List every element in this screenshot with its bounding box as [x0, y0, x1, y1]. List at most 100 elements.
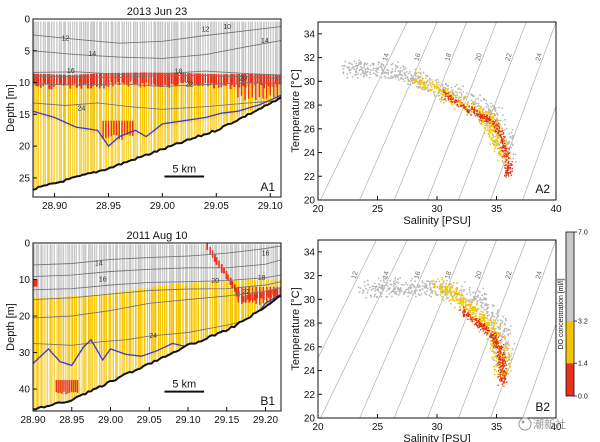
ts-point — [397, 74, 400, 76]
ts-point — [507, 328, 510, 331]
y-axis-label: Temperature [°C] — [290, 69, 302, 152]
ts-point — [497, 373, 500, 376]
ts-point — [352, 66, 355, 69]
ts-point — [501, 149, 503, 151]
ts-point — [476, 300, 479, 302]
ts-point — [353, 60, 356, 63]
ts-point — [383, 277, 386, 280]
ts-point — [473, 315, 475, 318]
ts-point — [403, 80, 406, 82]
isotherm-label: 14 — [88, 51, 96, 58]
ts-point — [434, 293, 437, 296]
ts-point — [431, 292, 434, 294]
ts-point — [485, 102, 488, 105]
ts-point — [503, 364, 506, 366]
ts-point — [460, 296, 462, 299]
ts-point — [444, 93, 447, 96]
ts-point — [413, 290, 416, 293]
ts-point — [357, 286, 360, 289]
ts-point — [514, 161, 517, 163]
ts-point — [508, 356, 510, 359]
ts-point — [503, 380, 506, 382]
ts-point — [500, 359, 502, 362]
ts-point — [506, 151, 509, 153]
ts-point — [485, 293, 488, 296]
x-tick-label: 29.05 — [204, 201, 229, 212]
ts-point — [433, 284, 436, 287]
isopycnal — [427, 22, 497, 200]
ts-point — [384, 277, 387, 280]
ts-point — [460, 289, 463, 291]
ts-point — [482, 329, 485, 331]
plot-background — [318, 240, 556, 418]
ts-point — [489, 347, 492, 350]
ts-point — [422, 77, 424, 80]
ts-point — [503, 142, 506, 145]
ts-point — [498, 354, 500, 357]
ts-point — [507, 173, 509, 175]
ts-point — [390, 63, 393, 66]
y-axis-label: Temperature [°C] — [290, 287, 302, 370]
ts-point — [412, 77, 415, 80]
ts-point — [366, 62, 369, 65]
ts-point — [467, 109, 470, 111]
ts-point — [485, 297, 487, 300]
ts-point — [461, 101, 463, 104]
ts-point — [460, 88, 462, 91]
ts-point — [403, 284, 405, 286]
ts-point — [382, 279, 385, 282]
ts-point — [478, 111, 481, 113]
ts-point — [435, 85, 437, 88]
seafloor-line — [33, 96, 281, 191]
ts-point — [367, 279, 369, 282]
ts-point — [510, 352, 513, 355]
ts-point — [425, 82, 428, 84]
ts-point — [500, 141, 502, 144]
ts-point — [488, 329, 491, 332]
ts-point — [365, 63, 368, 66]
ts-point — [489, 118, 492, 121]
ts-point — [386, 69, 388, 71]
ts-point — [499, 339, 502, 342]
ts-point — [429, 84, 432, 87]
isotherm — [33, 26, 281, 44]
ts-point — [506, 359, 509, 362]
ts-point — [375, 75, 378, 77]
panel-title: 2011 Aug 10 — [127, 230, 188, 242]
ts-point — [416, 77, 419, 80]
ts-point — [393, 284, 395, 287]
ts-point — [408, 286, 410, 289]
x-tick-label: 29.15 — [214, 415, 239, 426]
ts-point — [504, 129, 506, 131]
ts-point — [427, 90, 430, 93]
ts-point — [495, 142, 497, 145]
ts-point — [448, 283, 451, 286]
ts-point — [492, 122, 494, 125]
ts-point — [416, 85, 418, 88]
ts-point — [505, 143, 507, 146]
ts-point — [410, 286, 413, 289]
ts-point — [475, 319, 477, 321]
ts-point — [382, 70, 384, 73]
ts-point — [464, 281, 466, 283]
ts-point — [493, 365, 495, 368]
ts-point — [502, 372, 505, 374]
ts-point — [397, 79, 400, 81]
ts-point — [505, 149, 507, 152]
ts-point — [355, 71, 358, 74]
ts-point — [369, 286, 371, 289]
ts-point — [454, 90, 457, 93]
ts-point — [411, 290, 413, 293]
ts-point — [500, 351, 502, 354]
ts-point — [350, 63, 353, 65]
y-tick-label: 28 — [304, 101, 316, 112]
ts-point — [439, 294, 442, 296]
isopycnal-label: 20 — [475, 270, 484, 279]
ts-point — [425, 280, 428, 283]
y-tick-label: 34 — [304, 247, 316, 258]
ts-point — [509, 332, 512, 335]
ts-point — [454, 94, 457, 97]
ts-point — [493, 126, 496, 128]
isopycnal — [393, 22, 468, 200]
ts-point — [493, 328, 496, 331]
